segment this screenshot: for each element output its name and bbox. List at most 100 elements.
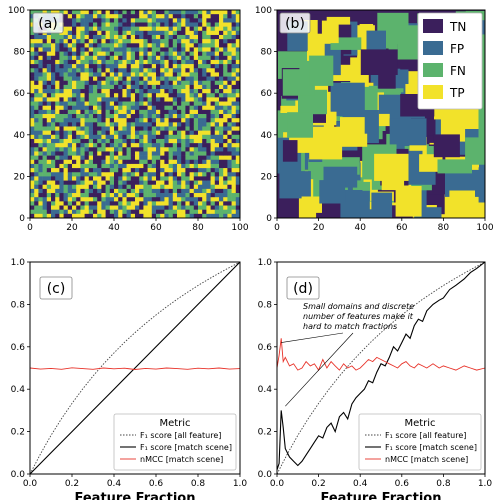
heatmap-cell bbox=[172, 209, 178, 215]
heatmap-cell bbox=[214, 193, 220, 198]
heatmap-cell bbox=[160, 84, 165, 90]
heatmap-cell bbox=[235, 47, 241, 52]
heatmap-cell bbox=[76, 64, 81, 69]
heatmap-cell bbox=[193, 93, 199, 98]
heatmap-cell bbox=[67, 43, 73, 48]
heatmap-cell bbox=[93, 68, 98, 73]
heatmap-cell bbox=[46, 155, 52, 161]
heatmap-cell bbox=[38, 109, 43, 115]
heatmap-cell bbox=[51, 68, 56, 73]
x-tick-label: 1.0 bbox=[233, 479, 248, 489]
heatmap-cell bbox=[185, 101, 190, 106]
heatmap-cell bbox=[177, 18, 182, 23]
heatmap-cell bbox=[219, 10, 224, 15]
heatmap-cell bbox=[114, 26, 119, 32]
heatmap-cell bbox=[118, 134, 123, 140]
heatmap-cell bbox=[97, 209, 102, 215]
heatmap-cell bbox=[172, 134, 178, 140]
heatmap-cell bbox=[63, 155, 69, 161]
panel-label-box bbox=[32, 12, 64, 34]
heatmap-cell bbox=[42, 80, 48, 86]
heatmap-cell bbox=[130, 101, 136, 106]
heatmap-cell bbox=[219, 72, 224, 77]
heatmap-cell bbox=[88, 130, 94, 136]
heatmap-cell bbox=[206, 138, 211, 144]
heatmap-cell bbox=[219, 97, 224, 102]
heatmap-cell bbox=[235, 34, 241, 40]
heatmap-cell bbox=[114, 134, 119, 140]
heatmap-cell bbox=[109, 159, 115, 165]
heatmap-cell bbox=[164, 93, 169, 98]
heatmap-cell bbox=[235, 39, 241, 44]
heatmap-cell bbox=[42, 105, 48, 111]
heatmap-cell bbox=[109, 155, 115, 161]
heatmap-cell bbox=[206, 134, 211, 140]
heatmap-domain bbox=[287, 112, 313, 138]
heatmap-cell bbox=[80, 213, 85, 219]
heatmap-cell bbox=[181, 93, 186, 98]
heatmap-cell bbox=[164, 43, 169, 48]
heatmap-cell bbox=[219, 80, 224, 86]
heatmap-cell bbox=[30, 97, 35, 102]
heatmap-cell bbox=[109, 213, 115, 219]
heatmap-cell bbox=[114, 201, 119, 206]
heatmap-cell bbox=[164, 26, 169, 32]
heatmap-cell bbox=[63, 30, 69, 36]
heatmap-cell bbox=[193, 97, 199, 102]
heatmap-cell bbox=[168, 209, 174, 215]
heatmap-cell bbox=[97, 122, 102, 127]
heatmap-cell bbox=[198, 213, 203, 219]
heatmap-cell bbox=[76, 138, 81, 144]
heatmap-cell bbox=[55, 126, 60, 131]
heatmap-cell bbox=[219, 205, 224, 210]
heatmap-cell bbox=[223, 184, 228, 190]
heatmap-cell bbox=[59, 172, 64, 177]
heatmap-cell bbox=[198, 55, 203, 61]
heatmap-cell bbox=[63, 51, 69, 57]
heatmap-cell bbox=[172, 80, 178, 86]
heatmap-cell bbox=[143, 126, 148, 131]
heatmap-cell bbox=[114, 105, 119, 111]
heatmap-cell bbox=[147, 176, 153, 181]
heatmap-cell bbox=[231, 47, 237, 52]
heatmap-cell bbox=[206, 143, 211, 148]
heatmap-cell bbox=[143, 34, 148, 40]
heatmap-cell bbox=[80, 163, 85, 169]
x-tick-label: 0 bbox=[27, 223, 33, 233]
heatmap-cell bbox=[198, 39, 203, 44]
heatmap-cell bbox=[168, 34, 174, 40]
heatmap-cell bbox=[177, 209, 182, 215]
heatmap-cell bbox=[164, 176, 169, 181]
heatmap-cell bbox=[101, 172, 106, 177]
heatmap-cell bbox=[168, 43, 174, 48]
heatmap-cell bbox=[156, 147, 161, 152]
heatmap-cell bbox=[105, 51, 111, 57]
heatmap-cell bbox=[206, 180, 211, 186]
heatmap-cell bbox=[172, 172, 178, 177]
heatmap-cell bbox=[109, 101, 115, 106]
heatmap-cell bbox=[105, 172, 111, 177]
heatmap-cell bbox=[59, 68, 64, 73]
heatmap-cell bbox=[34, 147, 39, 152]
heatmap-cell bbox=[105, 122, 111, 127]
heatmap-cell bbox=[160, 59, 165, 65]
heatmap-cell bbox=[198, 34, 203, 40]
heatmap-cell bbox=[223, 172, 228, 177]
heatmap-cell bbox=[214, 101, 220, 106]
heatmap-cell bbox=[88, 14, 94, 19]
heatmap-cell bbox=[231, 68, 237, 73]
heatmap-cell bbox=[63, 109, 69, 115]
heatmap-cell bbox=[84, 193, 90, 198]
heatmap-cell bbox=[118, 84, 123, 90]
heatmap-cell bbox=[76, 193, 81, 198]
legend-label: F₁ score [all feature] bbox=[140, 431, 221, 440]
heatmap-cell bbox=[118, 59, 123, 65]
heatmap-cell bbox=[84, 126, 90, 131]
heatmap-cell bbox=[109, 93, 115, 98]
heatmap-cell bbox=[164, 172, 169, 177]
heatmap-cell bbox=[126, 34, 132, 40]
heatmap-cell bbox=[143, 59, 148, 65]
heatmap-cell bbox=[198, 126, 203, 131]
heatmap-cell bbox=[168, 47, 174, 52]
heatmap-cell bbox=[172, 101, 178, 106]
